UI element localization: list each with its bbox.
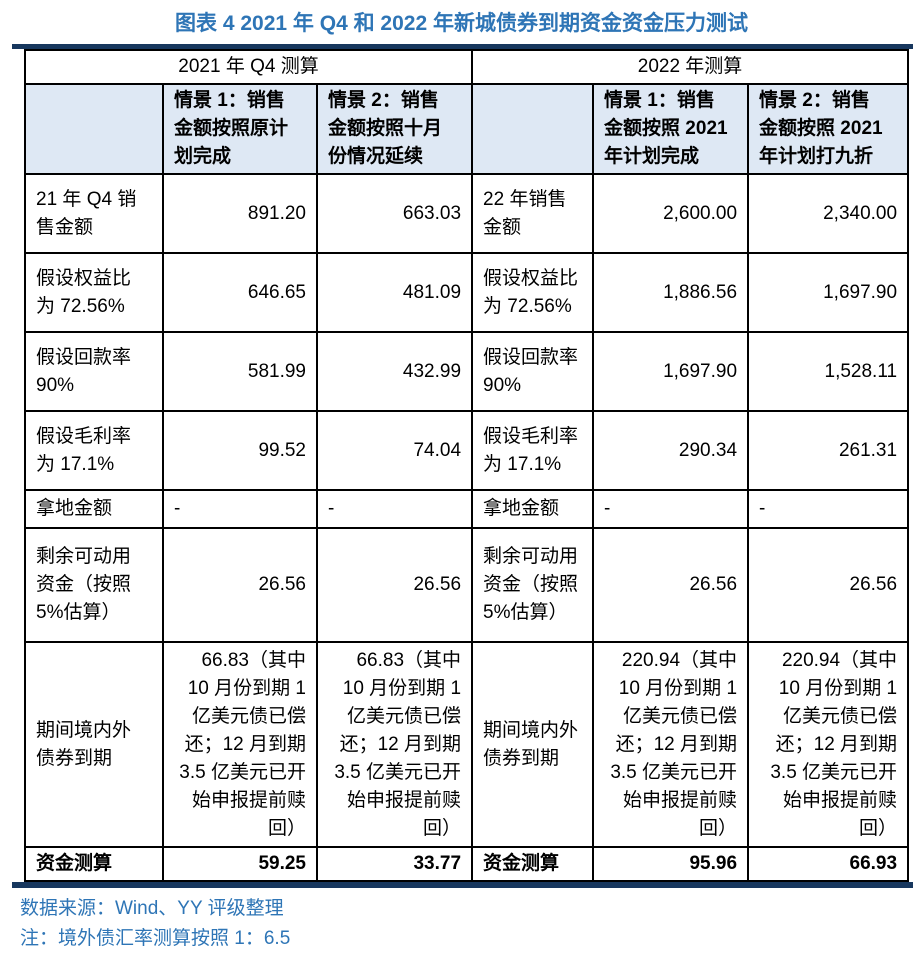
value-cell: 663.03 (315, 173, 474, 254)
value-cell: 220.94（其中 10 月份到期 1 亿美元债已偿 还；12 月到期 3.5 … (592, 641, 750, 848)
value-cell: 220.94（其中 10 月份到期 1 亿美元债已偿 还；12 月到期 3.5 … (747, 641, 910, 848)
period-header-row: 2021 年 Q4 测算 2022 年测算 (23, 49, 910, 85)
table-row: 21 年 Q4 销 售金额 891.20 663.03 22 年销售 金额 2,… (24, 173, 910, 254)
period-header-2021q4: 2021 年 Q4 测算 (23, 49, 474, 85)
value-cell: 290.34 (592, 410, 750, 491)
value-cell: 33.77 (315, 846, 474, 882)
row-label: 资金测算 (24, 846, 164, 882)
table-row: 期间境内外 债券到期 66.83（其中 10 月份到期 1 亿美元债已偿 还；1… (24, 641, 910, 848)
table-row: 假设权益比 为 72.56% 646.65 481.09 假设权益比 为 72.… (24, 252, 910, 333)
value-cell: 1,697.90 (592, 331, 750, 412)
value-cell: 2,600.00 (592, 173, 750, 254)
value-cell: 26.56 (592, 527, 750, 643)
value-cell: 66.93 (747, 846, 910, 882)
data-source-note: 数据来源：Wind、YY 评级整理 (20, 898, 284, 919)
scenario-header-q4-2: 情景 2：销售 金额按照十月 份情况延续 (315, 83, 474, 175)
value-cell: - (162, 489, 318, 529)
scenario-header-2022-1: 情景 1：销售 金额按照 2021 年计划完成 (592, 83, 750, 175)
row-label: 拿地金额 (24, 489, 164, 529)
value-cell: 66.83（其中 10 月份到期 1 亿美元债已偿 还；12 月到期 3.5 亿… (162, 641, 318, 848)
row-label: 假设毛利率 为 17.1% (471, 410, 595, 491)
row-label: 剩余可动用 资金（按照 5%估算） (24, 527, 164, 643)
value-cell: 74.04 (315, 410, 474, 491)
value-cell: 26.56 (315, 527, 474, 643)
row-label: 假设毛利率 为 17.1% (24, 410, 164, 491)
figure-title: 图表 4 2021 年 Q4 和 2022 年新城债券到期资金资金压力测试 (175, 12, 748, 35)
value-cell: 26.56 (747, 527, 910, 643)
row-label: 假设回款率 90% (471, 331, 595, 412)
row-label: 21 年 Q4 销 售金额 (24, 173, 164, 254)
stress-test-table: 2021 年 Q4 测算 2022 年测算 情景 1：销售 金额按照原计 划完成… (23, 49, 910, 882)
value-cell: - (747, 489, 910, 529)
row-label: 22 年销售 金额 (471, 173, 595, 254)
table-row: 剩余可动用 资金（按照 5%估算） 26.56 26.56 剩余可动用 资金（按… (24, 527, 910, 643)
row-label: 拿地金额 (471, 489, 595, 529)
row-label: 假设回款率 90% (24, 331, 164, 412)
row-label: 假设权益比 为 72.56% (471, 252, 595, 333)
value-cell: 481.09 (315, 252, 474, 333)
row-label: 期间境内外 债券到期 (471, 641, 595, 848)
value-cell: - (592, 489, 750, 529)
value-cell: 2,340.00 (747, 173, 910, 254)
scenario-header-empty-right (471, 83, 595, 175)
value-cell: 59.25 (162, 846, 318, 882)
value-cell: 95.96 (592, 846, 750, 882)
value-cell: 1,886.56 (592, 252, 750, 333)
fx-rate-note: 注：境外债汇率测算按照 1：6.5 (20, 928, 291, 949)
scenario-header-2022-2: 情景 2：销售 金额按照 2021 年计划打九折 (747, 83, 910, 175)
table-row: 拿地金额 - - 拿地金额 - - (24, 489, 910, 529)
value-cell: 646.65 (162, 252, 318, 333)
value-cell: 432.99 (315, 331, 474, 412)
row-label: 期间境内外 债券到期 (24, 641, 164, 848)
row-label: 剩余可动用 资金（按照 5%估算） (471, 527, 595, 643)
bottom-divider (12, 882, 913, 888)
top-divider (12, 44, 913, 49)
row-label: 假设权益比 为 72.56% (24, 252, 164, 333)
value-cell: 891.20 (162, 173, 318, 254)
table-row: 假设回款率 90% 581.99 432.99 假设回款率 90% 1,697.… (24, 331, 910, 412)
value-cell: 99.52 (162, 410, 318, 491)
value-cell: 26.56 (162, 527, 318, 643)
scenario-header-q4-1: 情景 1：销售 金额按照原计 划完成 (162, 83, 318, 175)
value-cell: 66.83（其中 10 月份到期 1 亿美元债已偿 还；12 月到期 3.5 亿… (315, 641, 474, 848)
value-cell: - (315, 489, 474, 529)
scenario-header-row: 情景 1：销售 金额按照原计 划完成 情景 2：销售 金额按照十月 份情况延续 … (24, 83, 910, 175)
row-label: 资金测算 (471, 846, 595, 882)
scenario-header-empty-left (24, 83, 164, 175)
table-row: 假设毛利率 为 17.1% 99.52 74.04 假设毛利率 为 17.1% … (24, 410, 910, 491)
value-cell: 1,528.11 (747, 331, 910, 412)
period-header-2022: 2022 年测算 (471, 49, 910, 85)
total-row: 资金测算 59.25 33.77 资金测算 95.96 66.93 (24, 846, 910, 882)
value-cell: 261.31 (747, 410, 910, 491)
value-cell: 1,697.90 (747, 252, 910, 333)
value-cell: 581.99 (162, 331, 318, 412)
